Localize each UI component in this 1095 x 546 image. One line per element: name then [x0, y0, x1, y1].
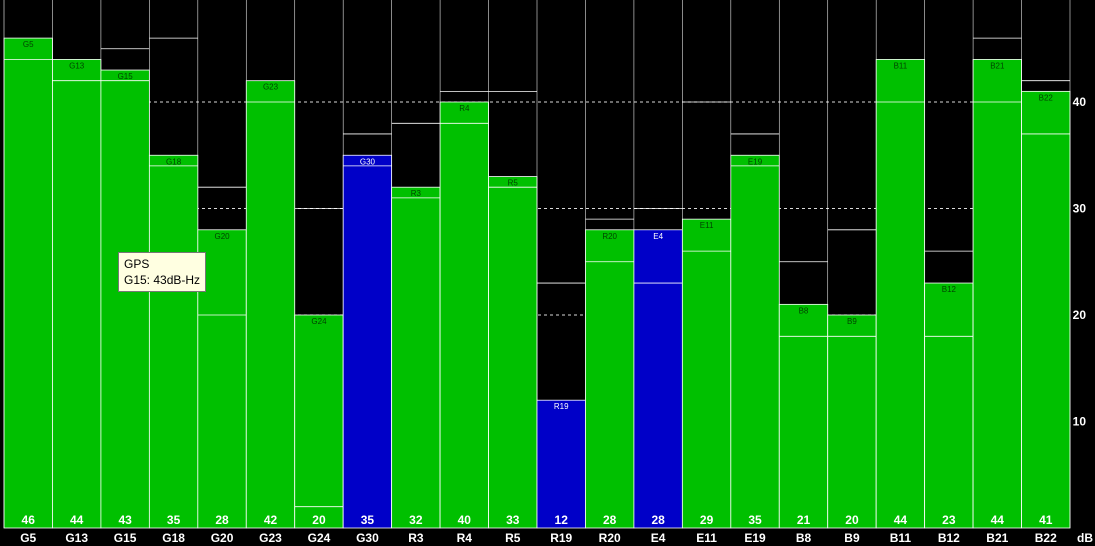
bar-value-label-R4: 40 — [458, 513, 472, 527]
bar-G5 — [3, 37, 53, 529]
bar-G23 — [245, 80, 296, 529]
tooltip-detail: G15: 43dB-Hz — [124, 273, 201, 287]
tooltip-constellation: GPS — [124, 257, 150, 271]
bar-E4 — [633, 229, 683, 529]
bar-value-label-B8: 21 — [797, 513, 811, 527]
bar-top-label-G23: G23 — [263, 83, 279, 92]
x-tick-label-G15: G15 — [114, 531, 137, 545]
bar-top-label-R4: R4 — [459, 104, 470, 113]
bar-top-label-B12: B12 — [942, 285, 957, 294]
bar-G13 — [52, 59, 102, 529]
bar-top-label-E4: E4 — [653, 232, 663, 241]
y-tick-label-50: 50 — [1073, 0, 1087, 3]
x-tick-label-E4: E4 — [651, 531, 666, 545]
bar-value-label-R5: 33 — [506, 513, 520, 527]
x-tick-label-G30: G30 — [356, 531, 379, 545]
bar-top-label-B11: B11 — [894, 61, 908, 70]
x-tick-label-R4: R4 — [457, 531, 473, 545]
y-tick-label-30: 30 — [1073, 202, 1087, 216]
x-tick-label-B8: B8 — [796, 531, 812, 545]
bar-top-label-G15: G15 — [118, 72, 134, 81]
bar-top-label-R3: R3 — [411, 189, 422, 198]
bar-value-label-G13: 44 — [70, 513, 84, 527]
x-tick-label-R5: R5 — [505, 531, 521, 545]
bar-top-label-B9: B9 — [847, 317, 857, 326]
bar-value-label-E4: 28 — [651, 513, 665, 527]
x-tick-label-G18: G18 — [162, 531, 185, 545]
bar-R4 — [439, 101, 489, 529]
bar-top-label-B22: B22 — [1039, 93, 1054, 102]
bar-R19 — [536, 399, 586, 529]
unit-label: dB — [1077, 531, 1093, 545]
bar-value-label-G5: 46 — [22, 513, 36, 527]
bar-value-label-G18: 35 — [167, 513, 181, 527]
bar-B22 — [1021, 90, 1071, 529]
bar-value-label-G20: 28 — [215, 513, 229, 527]
bar-B8 — [778, 303, 829, 529]
tooltip: GPS G15: 43dB-Hz — [118, 252, 207, 292]
bar-top-label-E19: E19 — [748, 157, 763, 166]
bar-value-label-R19: 12 — [555, 513, 569, 527]
bar-B9 — [827, 314, 877, 529]
bar-top-label-G5: G5 — [23, 40, 34, 49]
bar-value-label-R20: 28 — [603, 513, 617, 527]
y-tick-label-40: 40 — [1073, 95, 1087, 109]
bar-top-label-B21: B21 — [990, 61, 1005, 70]
x-tick-label-E11: E11 — [696, 531, 717, 545]
bar-G24 — [294, 314, 344, 529]
x-tick-label-R3: R3 — [408, 531, 424, 545]
bar-top-label-E11: E11 — [700, 221, 714, 230]
bar-top-label-R20: R20 — [602, 232, 617, 241]
bar-value-label-G15: 43 — [118, 513, 132, 527]
bar-value-label-G30: 35 — [361, 513, 375, 527]
bar-E19 — [730, 154, 780, 529]
bar-value-label-G23: 42 — [264, 513, 278, 527]
bar-G15 — [100, 69, 150, 529]
bar-E11 — [681, 218, 732, 529]
bar-top-label-G30: G30 — [360, 157, 376, 166]
x-tick-label-B11: B11 — [890, 531, 912, 545]
bar-value-label-B9: 20 — [845, 513, 859, 527]
x-tick-label-B22: B22 — [1035, 531, 1057, 545]
bar-G30 — [342, 154, 393, 529]
y-tick-label-10: 10 — [1073, 415, 1087, 429]
bar-top-label-B8: B8 — [799, 306, 809, 315]
bar-top-label-G20: G20 — [214, 232, 230, 241]
bar-value-label-B12: 23 — [942, 513, 956, 527]
y-tick-label-20: 20 — [1073, 308, 1087, 322]
x-tick-label-B21: B21 — [986, 531, 1008, 545]
bar-value-label-G24: 20 — [312, 513, 326, 527]
x-tick-label-E19: E19 — [744, 531, 766, 545]
x-tick-label-R20: R20 — [599, 531, 621, 545]
bar-R5 — [488, 176, 538, 529]
bar-B12 — [924, 282, 974, 529]
bar-value-label-B22: 41 — [1039, 513, 1053, 527]
x-tick-label-B12: B12 — [938, 531, 960, 545]
bar-value-label-E11: 29 — [700, 513, 714, 527]
bar-top-label-R19: R19 — [554, 402, 569, 411]
x-tick-label-G23: G23 — [259, 531, 282, 545]
x-tick-label-R19: R19 — [550, 531, 572, 545]
x-tick-label-B9: B9 — [844, 531, 860, 545]
bar-value-label-R3: 32 — [409, 513, 423, 527]
bar-B11 — [875, 59, 926, 529]
bar-top-label-G18: G18 — [166, 157, 182, 166]
x-tick-label-G13: G13 — [65, 531, 88, 545]
x-tick-label-G24: G24 — [308, 531, 331, 545]
bar-B21 — [972, 59, 1022, 529]
bar-R20 — [585, 229, 635, 529]
x-tick-label-G20: G20 — [211, 531, 234, 545]
bar-top-label-R5: R5 — [508, 179, 519, 188]
bar-value-label-B11: 44 — [894, 513, 908, 527]
bar-G18 — [148, 154, 199, 529]
bar-R3 — [391, 186, 441, 529]
bar-top-label-G24: G24 — [311, 317, 327, 326]
bar-value-label-E19: 35 — [748, 513, 762, 527]
bar-top-label-G13: G13 — [69, 61, 85, 70]
x-tick-label-G5: G5 — [20, 531, 36, 545]
bar-value-label-B21: 44 — [991, 513, 1005, 527]
